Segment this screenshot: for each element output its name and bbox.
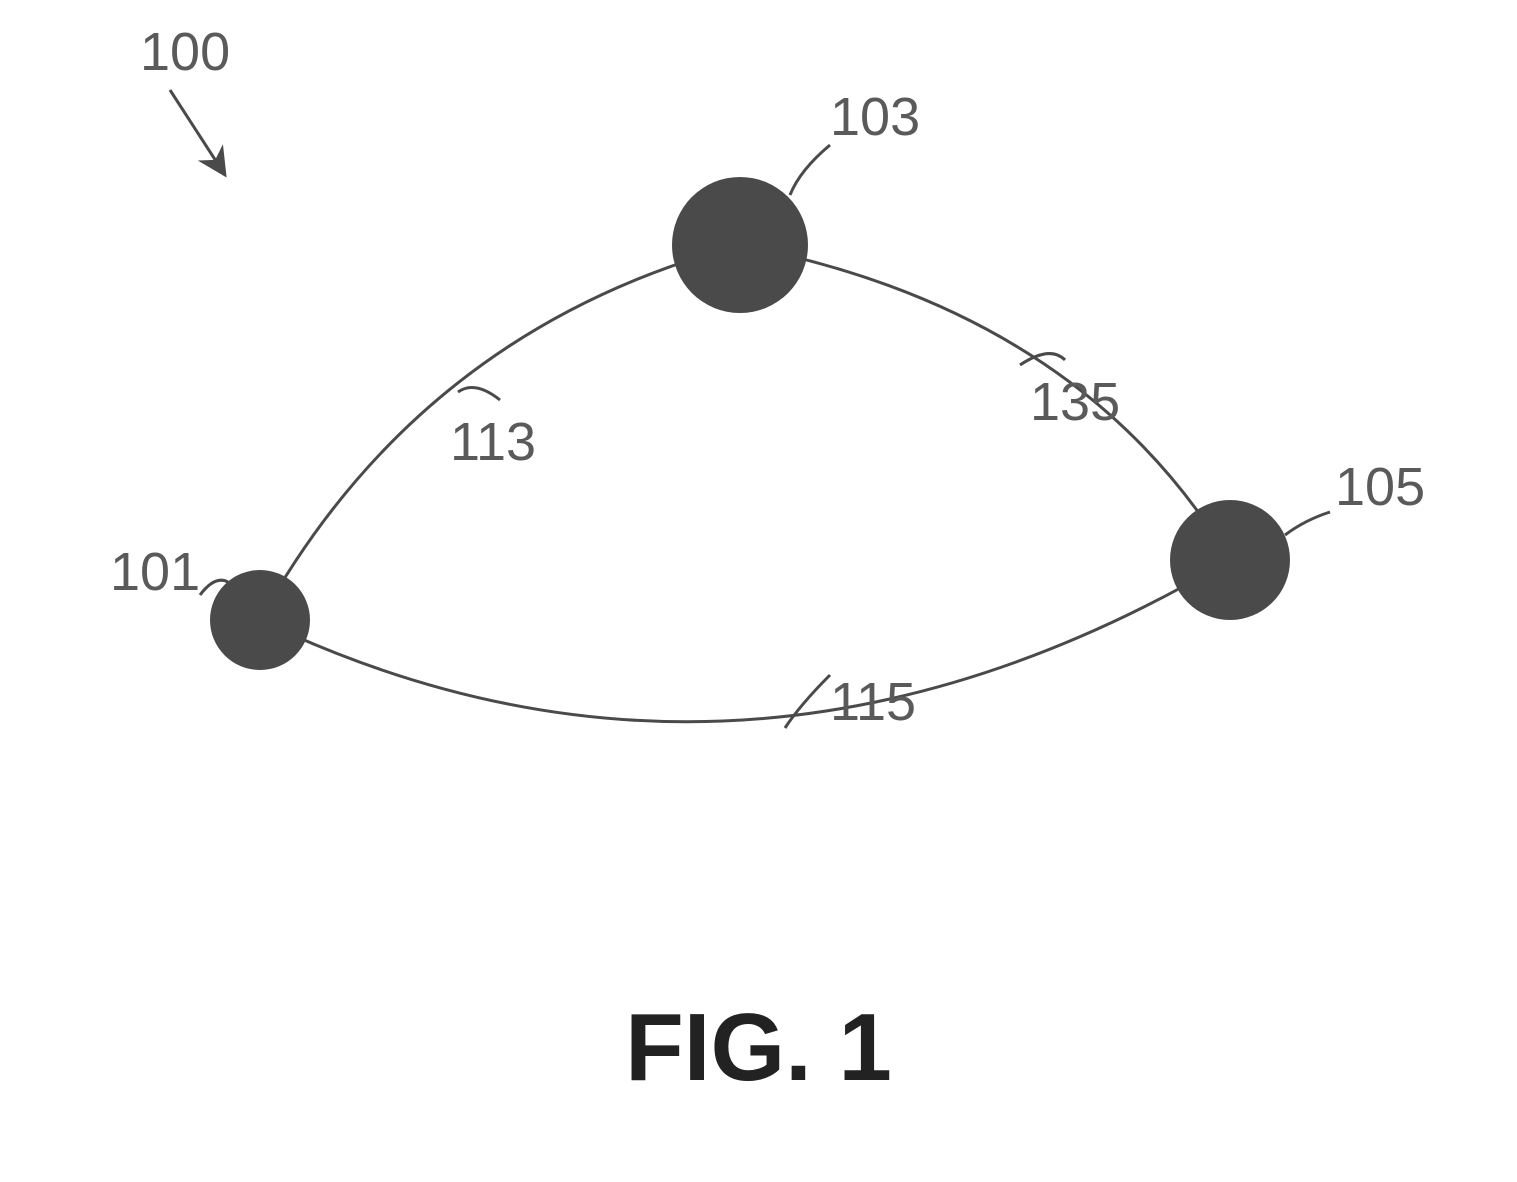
edge-e135	[740, 245, 1230, 560]
node-n103	[672, 177, 808, 313]
node-label-n105: 105	[1335, 457, 1425, 517]
figure-ref-arrow	[170, 90, 225, 175]
leader-n103	[790, 145, 830, 195]
leader-n105	[1285, 512, 1330, 535]
figure-caption: FIG. 1	[625, 994, 892, 1101]
leader-e113	[458, 388, 500, 401]
node-label-n103: 103	[830, 87, 920, 147]
edge-label-e135: 135	[1030, 372, 1120, 432]
edge-label-e113: 113	[450, 412, 536, 472]
node-n101	[210, 570, 310, 670]
node-n105	[1170, 500, 1290, 620]
edge-e115	[260, 560, 1230, 722]
figure-ref-label: 100	[140, 22, 230, 82]
leader-e115	[785, 675, 830, 728]
edge-label-e115: 115	[830, 672, 916, 732]
node-label-n101: 101	[110, 542, 200, 602]
